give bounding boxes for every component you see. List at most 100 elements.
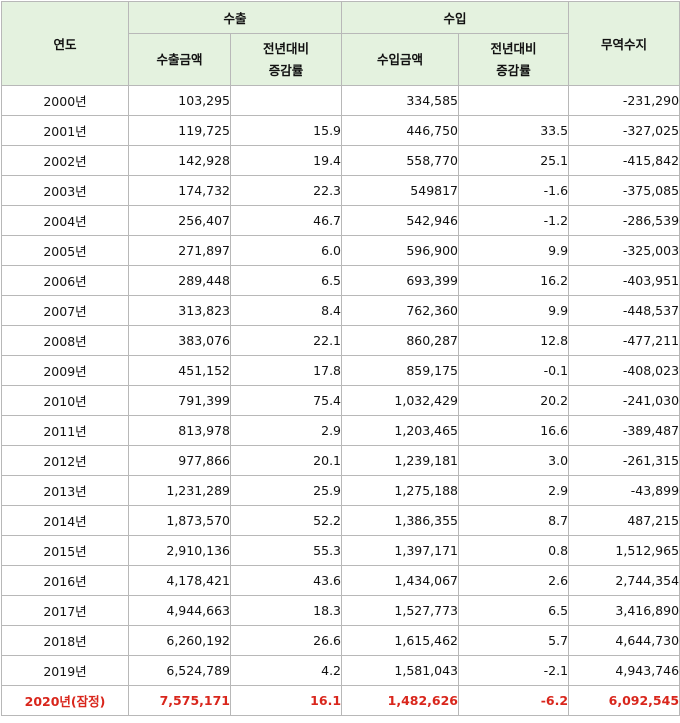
table-row: 2013년 1,231,289 25.9 1,275,188 2.9 -43,899 <box>1 475 680 506</box>
import-yoy-cell: 0.8 <box>458 535 570 566</box>
export-yoy-cell: 52.2 <box>229 505 343 536</box>
import-amount-cell: 1,386,355 <box>341 505 460 536</box>
export-amount-cell: 791,399 <box>128 385 231 416</box>
year-cell: 2013년 <box>1 475 129 506</box>
export-amount-cell: 271,897 <box>128 235 231 266</box>
export-yoy-cell: 19.4 <box>229 145 343 176</box>
export-yoy-cell: 18.3 <box>229 595 343 626</box>
balance-cell: 4,943,746 <box>568 655 680 686</box>
header-export-yoy-line2: 증감률 <box>268 62 304 78</box>
year-cell: 2020년(잠정) <box>1 685 129 716</box>
balance-cell: -389,487 <box>568 415 680 446</box>
header-export: 수출 <box>127 1 343 34</box>
balance-cell: -477,211 <box>568 325 680 356</box>
import-yoy-cell: -1.2 <box>458 205 570 236</box>
table-row: 2003년 174,732 22.3 549817 -1.6 -375,085 <box>1 175 680 206</box>
year-cell: 2010년 <box>1 385 129 416</box>
balance-cell: 487,215 <box>568 505 680 536</box>
table-row: 2015년 2,910,136 55.3 1,397,171 0.8 1,512,965 <box>1 535 680 566</box>
export-yoy-cell: 55.3 <box>229 535 343 566</box>
export-yoy-cell: 46.7 <box>229 205 343 236</box>
export-yoy-cell: 75.4 <box>229 385 343 416</box>
export-yoy-cell: 25.9 <box>229 475 343 506</box>
table-row: 2007년 313,823 8.4 762,360 9.9 -448,537 <box>1 295 680 326</box>
year-cell: 2015년 <box>1 535 129 566</box>
balance-cell: 3,416,890 <box>568 595 680 626</box>
table-row: 2005년 271,897 6.0 596,900 9.9 -325,003 <box>1 235 680 266</box>
import-yoy-cell: 12.8 <box>458 325 570 356</box>
table-row: 2006년 289,448 6.5 693,399 16.2 -403,951 <box>1 265 680 296</box>
export-yoy-cell: 6.0 <box>229 235 343 266</box>
table-body: 2000년 103,295 334,585 -231,290 2001년 119,725 1… <box>1 85 680 716</box>
export-yoy-cell: 15.9 <box>229 115 343 146</box>
export-yoy-cell: 26.6 <box>229 625 343 656</box>
header-year: 연도 <box>1 1 129 86</box>
export-amount-cell: 813,978 <box>128 415 231 446</box>
header-balance: 무역수지 <box>568 1 680 86</box>
year-cell: 2009년 <box>1 355 129 386</box>
export-amount-cell: 6,524,789 <box>128 655 231 686</box>
table-row: 2016년 4,178,421 43.6 1,434,067 2.6 2,744,354 <box>1 565 680 596</box>
balance-cell: -415,842 <box>568 145 680 176</box>
table-row: 2009년 451,152 17.8 859,175 -0.1 -408,023 <box>1 355 680 386</box>
export-amount-cell: 313,823 <box>128 295 231 326</box>
export-yoy-cell: 4.2 <box>229 655 343 686</box>
header-import-yoy-line2: 증감률 <box>496 62 531 78</box>
import-yoy-cell: 2.9 <box>458 475 570 506</box>
header-import-yoy: 전년대비 증감률 <box>458 33 570 86</box>
import-amount-cell: 596,900 <box>341 235 460 266</box>
header-export-amount: 수출금액 <box>128 33 231 86</box>
year-cell: 2000년 <box>1 85 129 116</box>
import-yoy-cell: -0.1 <box>458 355 570 386</box>
year-cell: 2008년 <box>1 325 129 356</box>
import-amount-cell: 859,175 <box>341 355 460 386</box>
import-amount-cell: 1,434,067 <box>341 565 460 596</box>
table-row: 2018년 6,260,192 26.6 1,615,462 5.7 4,644,730 <box>1 625 680 656</box>
import-yoy-cell: 9.9 <box>458 295 570 326</box>
import-amount-cell: 762,360 <box>341 295 460 326</box>
balance-cell: -286,539 <box>568 205 680 236</box>
export-amount-cell: 4,178,421 <box>128 565 231 596</box>
year-cell: 2019년 <box>1 655 129 686</box>
balance-cell: -325,003 <box>568 235 680 266</box>
export-amount-cell: 289,448 <box>128 265 231 296</box>
export-amount-cell: 142,928 <box>128 145 231 176</box>
export-yoy-cell: 43.6 <box>229 565 343 596</box>
import-amount-cell: 1,581,043 <box>341 655 460 686</box>
export-amount-cell: 174,732 <box>128 175 231 206</box>
export-amount-cell: 6,260,192 <box>128 625 231 656</box>
balance-cell: -403,951 <box>568 265 680 296</box>
year-cell: 2005년 <box>1 235 129 266</box>
import-amount-cell: 1,397,171 <box>341 535 460 566</box>
balance-cell: -448,537 <box>568 295 680 326</box>
import-yoy-cell: 20.2 <box>458 385 570 416</box>
year-cell: 2007년 <box>1 295 129 326</box>
export-amount-cell: 383,076 <box>128 325 231 356</box>
balance-cell: -43,899 <box>568 475 680 506</box>
balance-cell: 6,092,545 <box>568 685 680 716</box>
import-amount-cell: 549817 <box>341 175 460 206</box>
table-row: 2000년 103,295 334,585 -231,290 <box>1 85 680 116</box>
table-row: 2017년 4,944,663 18.3 1,527,773 6.5 3,416,890 <box>1 595 680 626</box>
import-yoy-cell: -2.1 <box>458 655 570 686</box>
year-cell: 2017년 <box>1 595 129 626</box>
balance-cell: -408,023 <box>568 355 680 386</box>
table-row: 2019년 6,524,789 4.2 1,581,043 -2.1 4,943,746 <box>1 655 680 686</box>
export-yoy-cell: 22.1 <box>229 325 343 356</box>
header-import: 수입 <box>341 1 570 34</box>
year-cell: 2012년 <box>1 445 129 476</box>
export-amount-cell: 1,873,570 <box>128 505 231 536</box>
table-row: 2004년 256,407 46.7 542,946 -1.2 -286,539 <box>1 205 680 236</box>
export-amount-cell: 977,866 <box>128 445 231 476</box>
table-header: 연도 수출 수입 무역수지 수출금액 전년대비 증감률 수입금액 전년대비 증감률 <box>1 1 680 86</box>
import-yoy-cell: 9.9 <box>458 235 570 266</box>
year-cell: 2004년 <box>1 205 129 236</box>
import-amount-cell: 1,615,462 <box>341 625 460 656</box>
year-cell: 2006년 <box>1 265 129 296</box>
import-yoy-cell: 8.7 <box>458 505 570 536</box>
import-yoy-cell: -1.6 <box>458 175 570 206</box>
year-cell: 2003년 <box>1 175 129 206</box>
year-cell: 2018년 <box>1 625 129 656</box>
export-amount-cell: 119,725 <box>128 115 231 146</box>
import-amount-cell: 558,770 <box>341 145 460 176</box>
